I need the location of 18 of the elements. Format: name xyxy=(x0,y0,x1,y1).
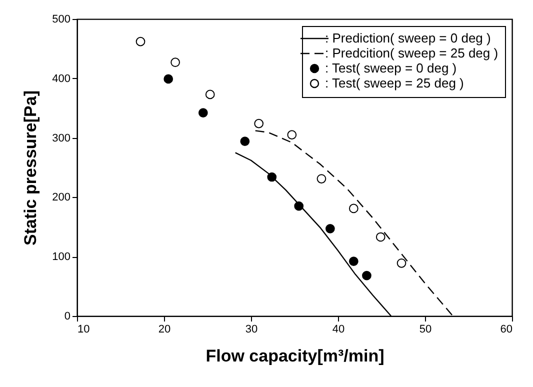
x-tick-label: 20 xyxy=(158,324,171,336)
y-tick-label: 300 xyxy=(52,132,70,144)
y-tick-label: 0 xyxy=(64,310,70,322)
y-axis-title: Static pressure[Pa] xyxy=(21,90,40,246)
x-tick-label: 40 xyxy=(332,324,345,336)
x-axis-title: Flow capacity[m³/min] xyxy=(206,346,384,366)
y-tick-label: 500 xyxy=(52,14,70,26)
legend-label: : Test( sweep = 25 deg ) xyxy=(325,76,464,90)
legend-label: : Prediction( sweep = 0 deg ) xyxy=(325,30,491,46)
legend-label: : Test( sweep = 0 deg ) xyxy=(325,60,457,76)
y-tick-label: 200 xyxy=(52,192,70,204)
x-tick-label: 60 xyxy=(500,324,512,336)
x-tick-label: 30 xyxy=(245,324,258,336)
y-tick-label: 400 xyxy=(52,72,70,85)
x-tick-label: 10 xyxy=(78,324,90,336)
y-tick-label: 100 xyxy=(52,251,70,264)
legend-label: : Predcition( sweep = 25 deg ) xyxy=(325,46,498,60)
x-tick-label: 50 xyxy=(419,324,432,336)
